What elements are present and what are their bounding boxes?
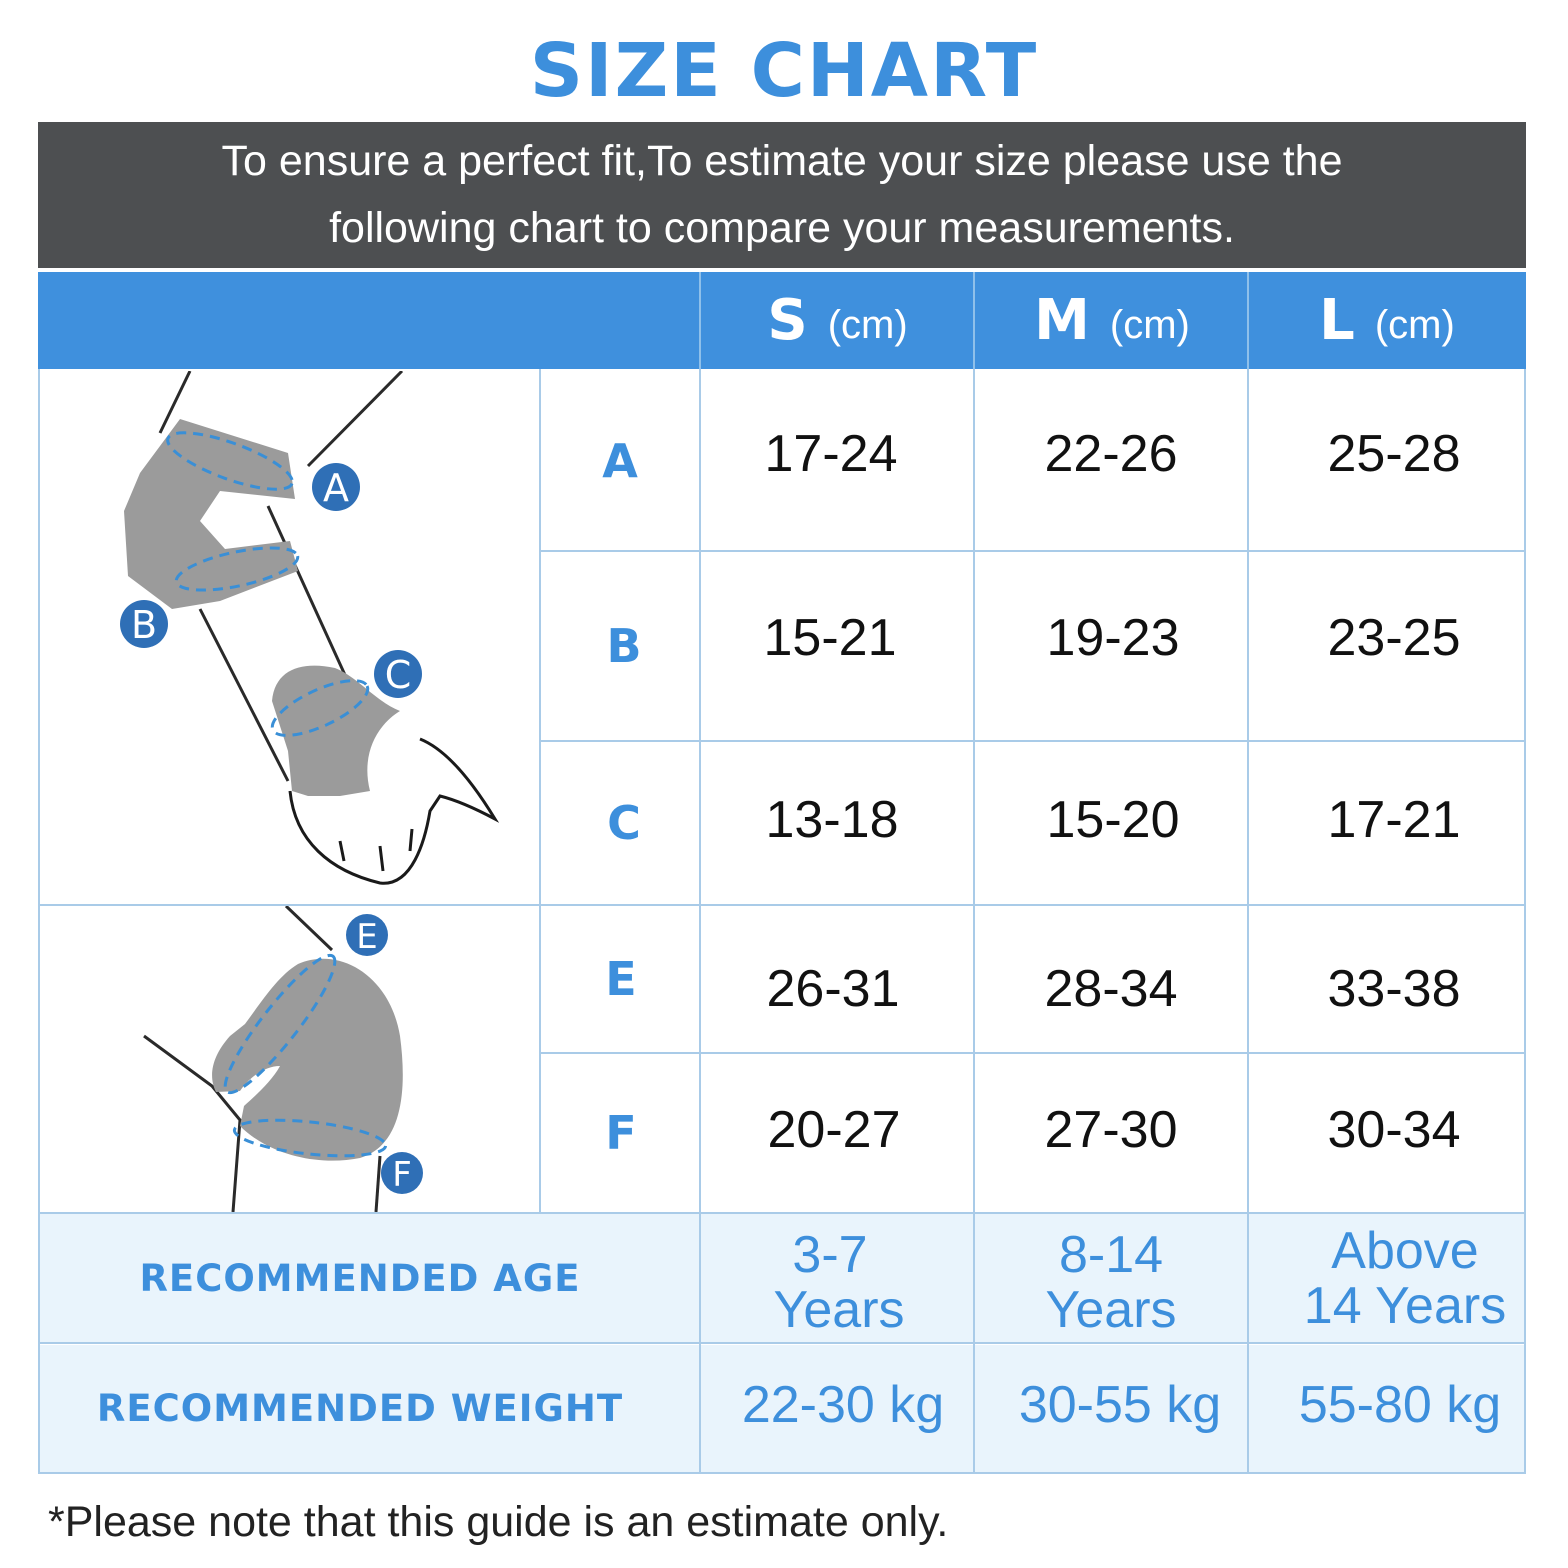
divider xyxy=(699,369,701,1474)
weight-value-s: 22-30 kg xyxy=(741,1375,945,1434)
size-value: 15-21 xyxy=(763,609,897,667)
age-line: Years xyxy=(1045,1281,1177,1339)
table-border-bottom xyxy=(38,1472,1526,1474)
size-letter: M xyxy=(1034,288,1090,353)
divider xyxy=(540,1052,1524,1054)
intro-line-2: following chart to compare your measurem… xyxy=(329,204,1235,252)
table-border-right xyxy=(1524,369,1526,1474)
size-value: 22-26 xyxy=(1044,424,1178,483)
header-size-s: S (cm) xyxy=(701,272,974,369)
size-value: 23-25 xyxy=(1327,609,1461,667)
marker-label: A xyxy=(323,466,349,510)
divider xyxy=(539,369,541,1214)
disclaimer-note: *Please note that this guide is an estim… xyxy=(48,1498,949,1546)
marker-label: C xyxy=(385,653,412,697)
elbow-brace-illustration: E F xyxy=(143,906,423,1212)
divider xyxy=(1247,369,1249,1474)
divider xyxy=(38,1212,1526,1214)
row-label: B xyxy=(606,619,642,673)
marker-label: F xyxy=(392,1155,412,1195)
size-unit: (cm) xyxy=(827,303,908,347)
divider xyxy=(38,904,1526,906)
recommended-weight-label: RECOMMENDED WEIGHT xyxy=(96,1387,624,1430)
divider xyxy=(38,1342,1526,1344)
page-title: SIZE CHART xyxy=(529,28,1039,114)
size-unit: (cm) xyxy=(1109,303,1190,347)
weight-value-m: 30-55 kg xyxy=(1018,1375,1222,1434)
row-label: A xyxy=(602,433,638,488)
age-line: Above xyxy=(1331,1222,1479,1280)
marker-f: F xyxy=(381,1152,423,1195)
size-value: 33-38 xyxy=(1327,960,1461,1018)
marker-c: C xyxy=(374,650,422,698)
size-letter: S xyxy=(767,288,808,353)
arm-brace-illustration: A B C xyxy=(120,371,500,885)
marker-a: A xyxy=(312,463,360,511)
size-header-row xyxy=(38,272,1526,369)
size-value: 17-24 xyxy=(764,424,898,483)
weight-row xyxy=(40,1345,1524,1472)
size-value: 19-23 xyxy=(1046,609,1180,667)
intro-banner: To ensure a perfect fit,To estimate your… xyxy=(38,122,1526,268)
age-value-s: 3-7 Years xyxy=(700,1222,960,1344)
row-label: F xyxy=(605,1106,637,1160)
divider xyxy=(1247,272,1249,369)
row-label: E xyxy=(605,952,637,1006)
divider xyxy=(540,740,1524,742)
size-value: 25-28 xyxy=(1327,424,1461,483)
size-value: 30-34 xyxy=(1327,1101,1461,1159)
age-value-m: 8-14 Years xyxy=(975,1222,1247,1344)
size-value: 20-27 xyxy=(767,1101,901,1159)
marker-label: E xyxy=(356,917,377,957)
size-value: 27-30 xyxy=(1044,1101,1178,1159)
divider xyxy=(699,272,701,369)
weight-value-l: 55-80 kg xyxy=(1298,1375,1502,1434)
size-letter: L xyxy=(1319,288,1355,353)
size-value: 13-18 xyxy=(765,791,899,849)
age-line: 8-14 xyxy=(1058,1226,1164,1284)
marker-b: B xyxy=(120,600,168,648)
age-line: 3-7 xyxy=(792,1226,868,1284)
intro-line-1: To ensure a perfect fit,To estimate your… xyxy=(221,137,1343,185)
size-value: 17-21 xyxy=(1327,791,1461,849)
header-size-l: L (cm) xyxy=(1250,272,1524,369)
divider xyxy=(540,550,1524,552)
size-value: 26-31 xyxy=(766,960,900,1018)
age-row xyxy=(40,1214,1524,1342)
divider xyxy=(973,369,975,1474)
age-value-l: Above 14 Years xyxy=(1249,1218,1561,1340)
size-unit: (cm) xyxy=(1374,303,1455,347)
row-label: C xyxy=(607,796,641,850)
marker-label: B xyxy=(131,603,157,647)
table-border-left xyxy=(38,369,40,1474)
marker-e: E xyxy=(346,914,388,957)
recommended-age-label: RECOMMENDED AGE xyxy=(139,1256,581,1300)
age-line: 14 Years xyxy=(1303,1277,1507,1335)
size-value: 28-34 xyxy=(1044,960,1178,1018)
age-line: Years xyxy=(773,1281,905,1339)
divider xyxy=(973,272,975,369)
size-value: 15-20 xyxy=(1046,791,1180,849)
header-size-m: M (cm) xyxy=(976,272,1248,369)
